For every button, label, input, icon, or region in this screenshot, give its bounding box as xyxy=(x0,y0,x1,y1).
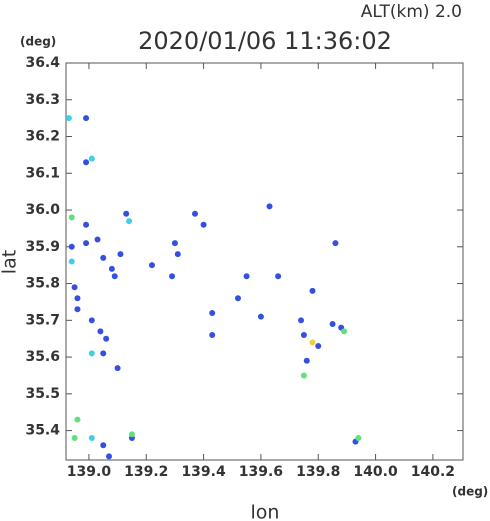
precip-point xyxy=(88,434,95,441)
precip-point xyxy=(117,251,124,258)
precip-point xyxy=(74,306,81,313)
precip-point xyxy=(111,273,118,280)
precip-point xyxy=(88,317,95,324)
precip-point xyxy=(74,416,81,423)
precip-point xyxy=(83,221,90,228)
precip-point xyxy=(100,254,107,261)
x-tick-label: 139.4 xyxy=(181,464,226,480)
precip-point xyxy=(355,434,362,441)
precip-point xyxy=(74,295,81,302)
precip-point xyxy=(169,273,176,280)
precip-point xyxy=(275,273,282,280)
precip-point xyxy=(300,372,307,379)
x-tick-label: 139.6 xyxy=(239,464,283,480)
precip-point xyxy=(68,243,75,250)
precip-point xyxy=(234,295,241,302)
precip-point xyxy=(174,251,181,258)
precip-point xyxy=(100,350,107,357)
y-tick-label: 35.5 xyxy=(25,386,60,402)
precip-point xyxy=(126,218,133,225)
precip-point xyxy=(83,159,90,166)
plot-frame xyxy=(65,62,464,461)
precip-point xyxy=(123,210,130,217)
precip-point xyxy=(83,115,90,122)
precip-point xyxy=(103,335,110,342)
precip-point xyxy=(88,155,95,162)
x-tick-label: 139.2 xyxy=(124,464,168,480)
precip-point xyxy=(243,273,250,280)
precip-point xyxy=(71,434,78,441)
precip-point xyxy=(266,203,273,210)
precip-point xyxy=(332,240,339,247)
precip-point xyxy=(309,287,316,294)
precip-point xyxy=(298,317,305,324)
precip-point xyxy=(171,240,178,247)
precip-point xyxy=(148,262,155,269)
precip-point xyxy=(100,442,107,449)
x-tick-label: 140.2 xyxy=(411,464,455,480)
y-tick-label: 36.3 xyxy=(25,92,60,108)
precip-point xyxy=(114,365,121,372)
y-tick-label: 35.7 xyxy=(25,312,60,328)
y-tick-label: 35.9 xyxy=(25,239,60,255)
precip-point xyxy=(94,236,101,243)
y-unit: (deg) xyxy=(20,35,56,49)
precip-point xyxy=(300,332,307,339)
y-tick-label: 36.1 xyxy=(25,165,60,181)
precip-point xyxy=(71,284,78,291)
x-tick-label: 140.0 xyxy=(353,464,398,480)
altitude-label: ALT(km) 2.0 xyxy=(361,2,462,22)
y-axis-label: lat xyxy=(0,250,21,274)
precip-point xyxy=(128,431,135,438)
precip-point xyxy=(341,328,348,335)
y-tick-label: 36.2 xyxy=(25,129,60,145)
precip-point xyxy=(303,357,310,364)
x-axis-label: lon xyxy=(251,502,280,521)
precip-point xyxy=(191,210,198,217)
precip-point xyxy=(200,221,207,228)
x-tick-label: 139.0 xyxy=(67,464,112,480)
x-tick-label: 139.8 xyxy=(296,464,340,480)
precip-point xyxy=(309,339,316,346)
precip-point xyxy=(65,115,72,122)
precip-point xyxy=(83,240,90,247)
precip-point xyxy=(97,328,104,335)
precip-point xyxy=(209,309,216,316)
x-unit: (deg) xyxy=(452,485,488,499)
y-tick-label: 35.6 xyxy=(25,349,60,365)
precip-point xyxy=(105,453,112,460)
y-tick-label: 36.4 xyxy=(25,55,60,71)
precip-point xyxy=(68,258,75,265)
precip-point xyxy=(315,343,322,350)
precip-point xyxy=(68,214,75,221)
precip-point xyxy=(88,350,95,357)
precip-point xyxy=(257,313,264,320)
y-tick-label: 36.0 xyxy=(25,202,60,218)
chart-title: 2020/01/06 11:36:02 xyxy=(138,27,392,55)
precip-point xyxy=(329,320,336,327)
y-tick-label: 35.4 xyxy=(25,423,60,439)
y-tick-label: 35.8 xyxy=(25,276,60,292)
precip-point xyxy=(209,332,216,339)
precip-point xyxy=(108,265,115,272)
